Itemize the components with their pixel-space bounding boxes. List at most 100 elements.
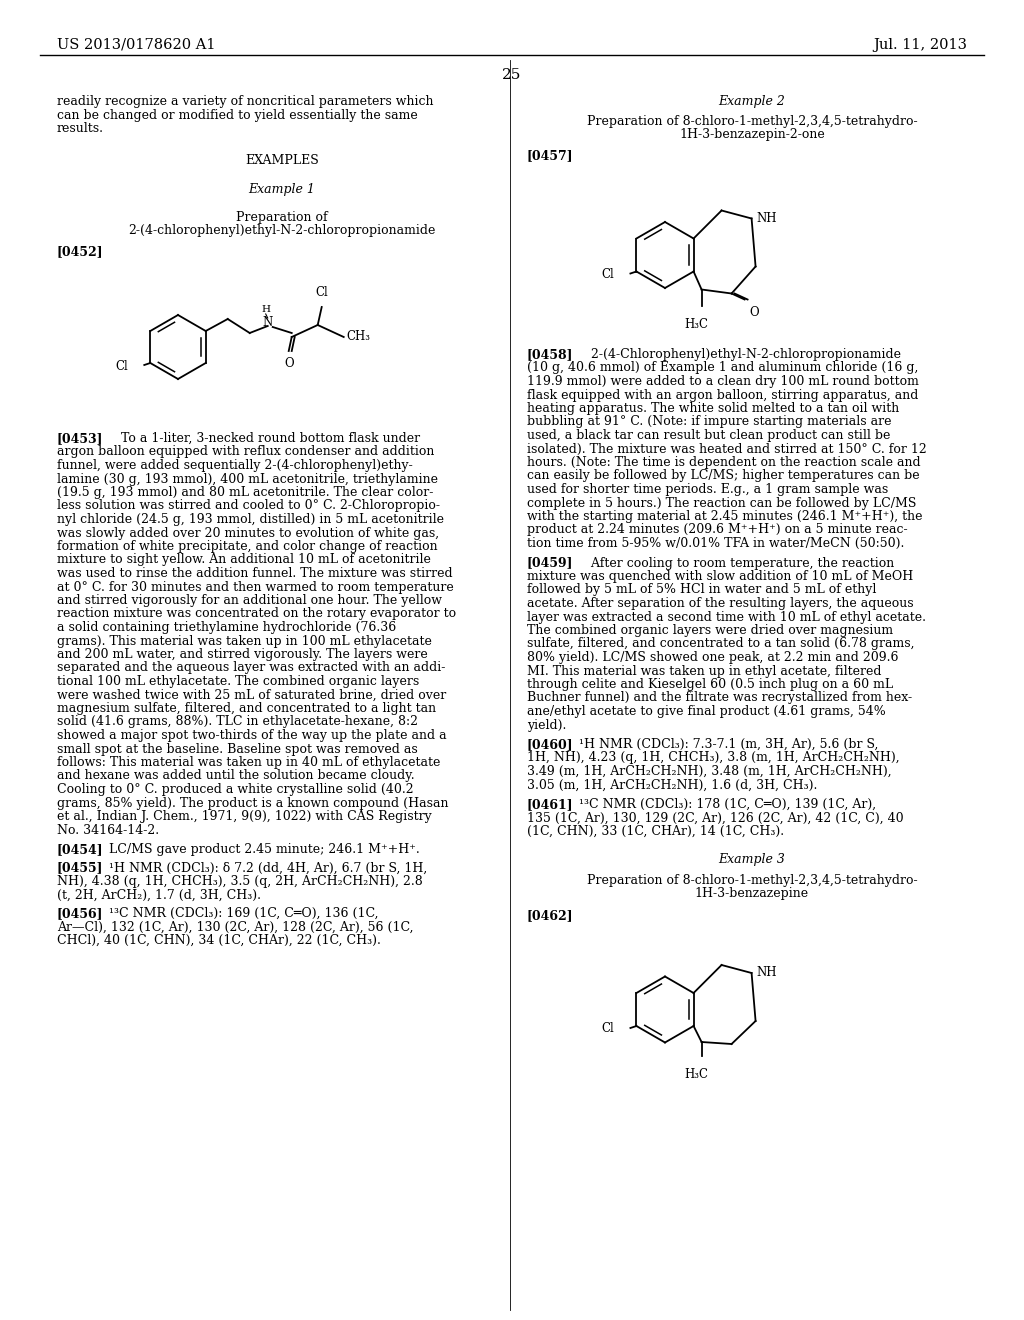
- Text: Cl: Cl: [315, 286, 328, 300]
- Text: Example 3: Example 3: [719, 853, 785, 866]
- Text: sulfate, filtered, and concentrated to a tan solid (6.78 grams,: sulfate, filtered, and concentrated to a…: [527, 638, 914, 651]
- Text: Preparation of 8-chloro-1-methyl-2,3,4,5-tetrahydro-: Preparation of 8-chloro-1-methyl-2,3,4,5…: [587, 115, 918, 128]
- Text: 119.9 mmol) were added to a clean dry 100 mL round bottom: 119.9 mmol) were added to a clean dry 10…: [527, 375, 919, 388]
- Text: Jul. 11, 2013: Jul. 11, 2013: [873, 38, 967, 51]
- Text: (10 g, 40.6 mmol) of Example 1 and aluminum chloride (16 g,: (10 g, 40.6 mmol) of Example 1 and alumi…: [527, 362, 919, 375]
- Text: and hexane was added until the solution became cloudy.: and hexane was added until the solution …: [57, 770, 415, 783]
- Text: funnel, were added sequentially 2-(4-chlorophenyl)ethy-: funnel, were added sequentially 2-(4-chl…: [57, 459, 413, 473]
- Text: followed by 5 mL of 5% HCl in water and 5 mL of ethyl: followed by 5 mL of 5% HCl in water and …: [527, 583, 877, 597]
- Text: magnesium sulfate, filtered, and concentrated to a light tan: magnesium sulfate, filtered, and concent…: [57, 702, 436, 715]
- Text: tion time from 5-95% w/0.01% TFA in water/MeCN (50:50).: tion time from 5-95% w/0.01% TFA in wate…: [527, 537, 904, 550]
- Text: tional 100 mL ethylacetate. The combined organic layers: tional 100 mL ethylacetate. The combined…: [57, 675, 419, 688]
- Text: [0460]: [0460]: [527, 738, 573, 751]
- Text: solid (41.6 grams, 88%). TLC in ethylacetate-hexane, 8:2: solid (41.6 grams, 88%). TLC in ethylace…: [57, 715, 418, 729]
- Text: mixture was quenched with slow addition of 10 mL of MeOH: mixture was quenched with slow addition …: [527, 570, 913, 583]
- Text: a solid containing triethylamine hydrochloride (76.36: a solid containing triethylamine hydroch…: [57, 620, 396, 634]
- Text: 3.05 (m, 1H, ArCH₂CH₂NH), 1.6 (d, 3H, CH₃).: 3.05 (m, 1H, ArCH₂CH₂NH), 1.6 (d, 3H, CH…: [527, 779, 817, 792]
- Text: Ar—Cl), 132 (1C, Ar), 130 (2C, Ar), 128 (2C, Ar), 56 (1C,: Ar—Cl), 132 (1C, Ar), 130 (2C, Ar), 128 …: [57, 920, 414, 933]
- Text: readily recognize a variety of noncritical parameters which: readily recognize a variety of noncritic…: [57, 95, 433, 108]
- Text: [0453]: [0453]: [57, 432, 103, 445]
- Text: EXAMPLES: EXAMPLES: [245, 153, 318, 166]
- Text: ¹H NMR (CDCl₃): 7.3-7.1 (m, 3H, Ar), 5.6 (br S,: ¹H NMR (CDCl₃): 7.3-7.1 (m, 3H, Ar), 5.6…: [579, 738, 879, 751]
- Text: nyl chloride (24.5 g, 193 mmol, distilled) in 5 mL acetonitrile: nyl chloride (24.5 g, 193 mmol, distille…: [57, 513, 444, 525]
- Text: O: O: [750, 305, 759, 318]
- Text: 1H, NH), 4.23 (q, 1H, CHCH₃), 3.8 (m, 1H, ArCH₂CH₂NH),: 1H, NH), 4.23 (q, 1H, CHCH₃), 3.8 (m, 1H…: [527, 751, 900, 764]
- Text: Cooling to 0° C. produced a white crystalline solid (40.2: Cooling to 0° C. produced a white crysta…: [57, 783, 414, 796]
- Text: product at 2.24 minutes (209.6 M⁺+H⁺) on a 5 minute reac-: product at 2.24 minutes (209.6 M⁺+H⁺) on…: [527, 524, 907, 536]
- Text: N: N: [262, 317, 272, 330]
- Text: 1H-3-benzazepin-2-one: 1H-3-benzazepin-2-one: [679, 128, 825, 141]
- Text: at 0° C. for 30 minutes and then warmed to room temperature: at 0° C. for 30 minutes and then warmed …: [57, 581, 454, 594]
- Text: [0458]: [0458]: [527, 348, 573, 360]
- Text: small spot at the baseline. Baseline spot was removed as: small spot at the baseline. Baseline spo…: [57, 742, 418, 755]
- Text: ¹³C NMR (CDCl₃): 169 (1C, C═O), 136 (1C,: ¹³C NMR (CDCl₃): 169 (1C, C═O), 136 (1C,: [109, 907, 379, 920]
- Text: and 200 mL water, and stirred vigorously. The layers were: and 200 mL water, and stirred vigorously…: [57, 648, 428, 661]
- Text: Buchner funnel) and the filtrate was recrystallized from hex-: Buchner funnel) and the filtrate was rec…: [527, 692, 912, 705]
- Text: layer was extracted a second time with 10 mL of ethyl acetate.: layer was extracted a second time with 1…: [527, 610, 926, 623]
- Text: used for shorter time periods. E.g., a 1 gram sample was: used for shorter time periods. E.g., a 1…: [527, 483, 888, 496]
- Text: 1H-3-benzazepine: 1H-3-benzazepine: [695, 887, 809, 900]
- Text: follows: This material was taken up in 40 mL of ethylacetate: follows: This material was taken up in 4…: [57, 756, 440, 770]
- Text: Cl: Cl: [602, 268, 614, 281]
- Text: was used to rinse the addition funnel. The mixture was stirred: was used to rinse the addition funnel. T…: [57, 568, 453, 579]
- Text: LC/MS gave product 2.45 minute; 246.1 M⁺+H⁺.: LC/MS gave product 2.45 minute; 246.1 M⁺…: [109, 843, 420, 855]
- Text: used, a black tar can result but clean product can still be: used, a black tar can result but clean p…: [527, 429, 891, 442]
- Text: can easily be followed by LC/MS; higher temperatures can be: can easily be followed by LC/MS; higher …: [527, 470, 920, 483]
- Text: H₃C: H₃C: [685, 1068, 709, 1081]
- Text: (19.5 g, 193 mmol) and 80 mL acetonitrile. The clear color-: (19.5 g, 193 mmol) and 80 mL acetonitril…: [57, 486, 433, 499]
- Text: (t, 2H, ArCH₂), 1.7 (d, 3H, CH₃).: (t, 2H, ArCH₂), 1.7 (d, 3H, CH₃).: [57, 888, 261, 902]
- Text: results.: results.: [57, 121, 104, 135]
- Text: and stirred vigorously for an additional one hour. The yellow: and stirred vigorously for an additional…: [57, 594, 442, 607]
- Text: CHCl), 40 (1C, CHN), 34 (1C, CHAr), 22 (1C, CH₃).: CHCl), 40 (1C, CHN), 34 (1C, CHAr), 22 (…: [57, 935, 381, 946]
- Text: NH: NH: [757, 213, 777, 224]
- Text: heating apparatus. The white solid melted to a tan oil with: heating apparatus. The white solid melte…: [527, 403, 899, 414]
- Text: 2-(4-chlorophenyl)ethyl-N-2-chloropropionamide: 2-(4-chlorophenyl)ethyl-N-2-chloropropio…: [128, 224, 435, 238]
- Text: [0457]: [0457]: [527, 149, 573, 162]
- Text: was slowly added over 20 minutes to evolution of white gas,: was slowly added over 20 minutes to evol…: [57, 527, 439, 540]
- Text: US 2013/0178620 A1: US 2013/0178620 A1: [57, 38, 215, 51]
- Text: Example 1: Example 1: [249, 183, 315, 195]
- Text: acetate. After separation of the resulting layers, the aqueous: acetate. After separation of the resulti…: [527, 597, 913, 610]
- Text: [0452]: [0452]: [57, 246, 103, 259]
- Text: reaction mixture was concentrated on the rotary evaporator to: reaction mixture was concentrated on the…: [57, 607, 456, 620]
- Text: CH₃: CH₃: [347, 330, 371, 343]
- Text: were washed twice with 25 mL of saturated brine, dried over: were washed twice with 25 mL of saturate…: [57, 689, 446, 701]
- Text: [0454]: [0454]: [57, 843, 103, 855]
- Text: mixture to sight yellow. An additional 10 mL of acetonitrile: mixture to sight yellow. An additional 1…: [57, 553, 431, 566]
- Text: et al., Indian J. Chem., 1971, 9(9), 1022) with CAS Registry: et al., Indian J. Chem., 1971, 9(9), 102…: [57, 810, 432, 822]
- Text: [0455]: [0455]: [57, 862, 103, 874]
- Text: 25: 25: [503, 69, 521, 82]
- Text: yield).: yield).: [527, 718, 566, 731]
- Text: Cl: Cl: [602, 1023, 614, 1035]
- Text: ¹H NMR (CDCl₃): δ 7.2 (dd, 4H, Ar), 6.7 (br S, 1H,: ¹H NMR (CDCl₃): δ 7.2 (dd, 4H, Ar), 6.7 …: [109, 862, 427, 874]
- Text: less solution was stirred and cooled to 0° C. 2-Chloropropio-: less solution was stirred and cooled to …: [57, 499, 440, 512]
- Text: complete in 5 hours.) The reaction can be followed by LC/MS: complete in 5 hours.) The reaction can b…: [527, 496, 916, 510]
- Text: H₃C: H₃C: [685, 318, 709, 330]
- Text: Example 2: Example 2: [719, 95, 785, 108]
- Text: grams, 85% yield). The product is a known compound (Hasan: grams, 85% yield). The product is a know…: [57, 796, 449, 809]
- Text: (1C, CHN), 33 (1C, CHAr), 14 (1C, CH₃).: (1C, CHN), 33 (1C, CHAr), 14 (1C, CH₃).: [527, 825, 784, 838]
- Text: 80% yield). LC/MS showed one peak, at 2.2 min and 209.6: 80% yield). LC/MS showed one peak, at 2.…: [527, 651, 898, 664]
- Text: Preparation of: Preparation of: [237, 210, 328, 223]
- Text: No. 34164-14-2.: No. 34164-14-2.: [57, 824, 159, 837]
- Text: through celite and Kieselgel 60 (0.5 inch plug on a 60 mL: through celite and Kieselgel 60 (0.5 inc…: [527, 678, 893, 690]
- Text: [0456]: [0456]: [57, 907, 103, 920]
- Text: To a 1-liter, 3-necked round bottom flask under: To a 1-liter, 3-necked round bottom flas…: [109, 432, 420, 445]
- Text: NH: NH: [757, 966, 777, 979]
- Text: can be changed or modified to yield essentially the same: can be changed or modified to yield esse…: [57, 108, 418, 121]
- Text: [0462]: [0462]: [527, 909, 573, 921]
- Text: H: H: [261, 305, 270, 314]
- Text: hours. (Note: The time is dependent on the reaction scale and: hours. (Note: The time is dependent on t…: [527, 455, 921, 469]
- Text: flask equipped with an argon balloon, stirring apparatus, and: flask equipped with an argon balloon, st…: [527, 388, 919, 401]
- Text: showed a major spot two-thirds of the way up the plate and a: showed a major spot two-thirds of the wa…: [57, 729, 446, 742]
- Text: Preparation of 8-chloro-1-methyl-2,3,4,5-tetrahydro-: Preparation of 8-chloro-1-methyl-2,3,4,5…: [587, 874, 918, 887]
- Text: O: O: [284, 356, 294, 370]
- Text: isolated). The mixture was heated and stirred at 150° C. for 12: isolated). The mixture was heated and st…: [527, 442, 927, 455]
- Text: After cooling to room temperature, the reaction: After cooling to room temperature, the r…: [579, 557, 894, 569]
- Text: [0459]: [0459]: [527, 557, 573, 569]
- Text: lamine (30 g, 193 mmol), 400 mL acetonitrile, triethylamine: lamine (30 g, 193 mmol), 400 mL acetonit…: [57, 473, 438, 486]
- Text: ane/ethyl acetate to give final product (4.61 grams, 54%: ane/ethyl acetate to give final product …: [527, 705, 886, 718]
- Text: [0461]: [0461]: [527, 799, 573, 810]
- Text: ¹³C NMR (CDCl₃): 178 (1C, C═O), 139 (1C, Ar),: ¹³C NMR (CDCl₃): 178 (1C, C═O), 139 (1C,…: [579, 799, 877, 810]
- Text: MI. This material was taken up in ethyl acetate, filtered: MI. This material was taken up in ethyl …: [527, 664, 882, 677]
